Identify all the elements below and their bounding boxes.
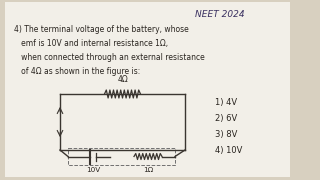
Text: when connected through an external resistance: when connected through an external resis…: [14, 53, 205, 62]
Text: 4Ω: 4Ω: [117, 75, 128, 84]
Text: NEET 2024: NEET 2024: [195, 10, 245, 19]
Text: 3) 8V: 3) 8V: [215, 130, 237, 139]
Text: 1Ω: 1Ω: [143, 166, 153, 172]
Text: 1) 4V: 1) 4V: [215, 98, 237, 107]
Text: 4) The terminal voltage of the battery, whose: 4) The terminal voltage of the battery, …: [14, 25, 189, 34]
Text: 2) 6V: 2) 6V: [215, 114, 237, 123]
Text: 4) 10V: 4) 10V: [215, 146, 242, 155]
Text: emf is 10V and internal resistance 1Ω,: emf is 10V and internal resistance 1Ω,: [14, 39, 168, 48]
Bar: [5, 2, 290, 177]
Bar: [68, 148, 175, 165]
Text: of 4Ω as shown in the figure is:: of 4Ω as shown in the figure is:: [14, 67, 140, 76]
Text: 10V: 10V: [86, 168, 100, 174]
